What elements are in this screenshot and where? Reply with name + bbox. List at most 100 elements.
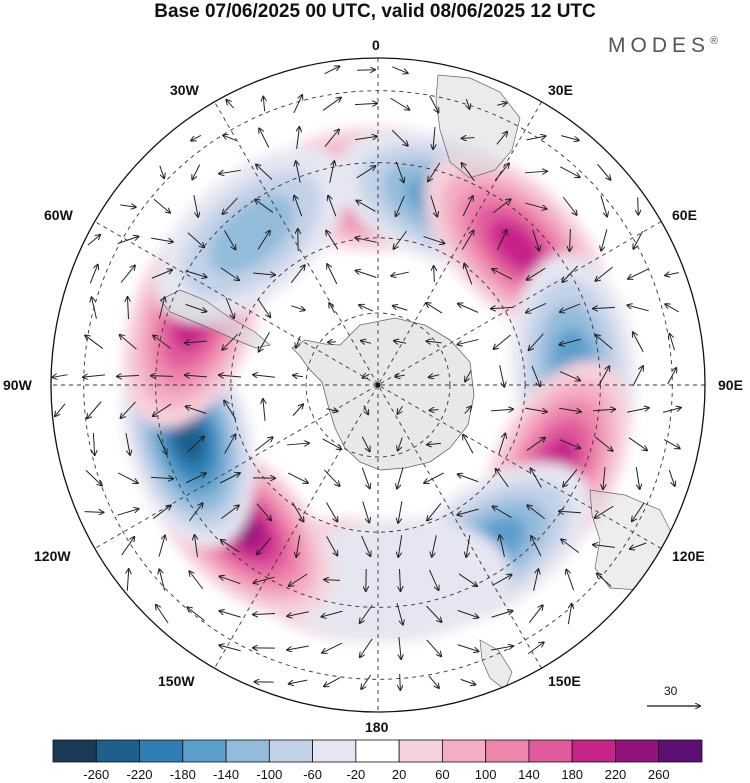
wind-arrow — [324, 129, 339, 147]
wind-arrow — [597, 574, 612, 587]
wind-arrow — [426, 605, 441, 622]
wind-arrow — [464, 406, 472, 414]
colorbar-bin — [182, 739, 227, 763]
wind-arrow — [466, 535, 471, 557]
wind-arrow — [669, 334, 675, 351]
wind-arrow — [627, 305, 649, 312]
wind-arrow — [290, 265, 305, 283]
wind-arrow — [253, 613, 276, 614]
wind-arrow — [633, 332, 644, 352]
wind-arrow — [361, 341, 372, 344]
wind-arrow — [327, 264, 338, 285]
wind-arrow — [638, 197, 639, 214]
wind-arrow — [127, 569, 128, 591]
wind-arrow — [186, 406, 207, 414]
colorbar-tick-label: 180 — [561, 767, 584, 782]
wind-arrow — [326, 231, 339, 250]
wind-arrow — [593, 545, 615, 548]
wind-arrow — [85, 335, 104, 349]
wind-arrow — [457, 508, 479, 515]
wind-arrow — [466, 99, 469, 109]
wind-arrow — [150, 477, 173, 478]
brand-text: MODES — [608, 34, 711, 57]
lon-label-90e: 90E — [718, 377, 743, 393]
wind-arrow — [600, 195, 607, 216]
wind-arrow — [491, 646, 513, 651]
wind-arrow — [361, 436, 369, 452]
wind-arrow — [391, 271, 409, 276]
wind-arrow — [632, 502, 645, 521]
wind-arrow — [223, 135, 238, 142]
wind-arrow — [663, 439, 680, 449]
wind-arrow — [463, 435, 474, 454]
wind-arrow — [361, 674, 372, 689]
colorbar-bin — [312, 739, 357, 763]
wind-arrow — [292, 404, 303, 416]
wind-arrow — [493, 506, 512, 519]
wind-arrow — [490, 409, 513, 411]
wind-arrow — [324, 66, 340, 75]
wind-arrow — [224, 434, 236, 454]
wind-arrow — [153, 403, 172, 416]
wind-arrow — [259, 129, 270, 148]
colorbar-tick-label: -180 — [169, 767, 196, 782]
wind-arrow — [255, 200, 274, 213]
wind-arrow — [224, 401, 237, 420]
wind-arrow — [595, 266, 613, 281]
wind-arrow — [117, 376, 140, 377]
wind-arrow — [328, 342, 337, 343]
wind-arrow — [398, 535, 403, 557]
wind-arrow — [120, 265, 135, 283]
wind-arrow — [219, 473, 240, 484]
wind-arrow — [263, 399, 265, 421]
wind-arrow — [395, 161, 404, 183]
colorbar-tick-label: 60 — [435, 767, 450, 782]
wind-arrow — [257, 231, 270, 250]
wind-arrow — [191, 134, 202, 140]
wind-arrow — [55, 403, 66, 416]
wind-arrow — [531, 536, 542, 557]
wind-arrow — [360, 638, 373, 657]
wind-arrow — [460, 678, 476, 684]
colorbar-tick-label: -20 — [346, 767, 366, 782]
wind-arrow — [527, 267, 546, 280]
wind-arrow — [363, 374, 370, 378]
wind-arrow — [185, 303, 207, 311]
wind-arrow — [296, 535, 301, 557]
anomaly-negative-7 — [280, 517, 510, 644]
wind-arrow — [287, 472, 308, 483]
wind-arrow — [189, 571, 204, 590]
colorbar-bin — [355, 739, 400, 763]
wind-arrow — [497, 230, 506, 251]
wind-arrow — [220, 576, 241, 585]
wind-arrow — [253, 375, 275, 378]
wind-arrow — [84, 512, 104, 513]
wind-arrow — [359, 305, 374, 312]
wind-arrow — [434, 266, 435, 282]
wind-arrow — [220, 267, 239, 281]
wind-arrow — [356, 201, 376, 212]
wind-arrow — [399, 568, 400, 591]
wind-arrow — [293, 95, 302, 114]
wind-arrow — [156, 433, 166, 454]
wind-arrow — [326, 536, 338, 555]
wind-arrow — [287, 611, 309, 617]
colorbar — [52, 739, 703, 763]
wind-arrow — [458, 304, 479, 313]
colorbar-bin — [571, 739, 616, 763]
wind-arrow — [220, 505, 239, 519]
wind-arrow — [526, 303, 547, 312]
wind-arrow — [526, 136, 545, 141]
wind-arrow — [427, 443, 442, 444]
colorbar-tick-label: 20 — [391, 767, 407, 782]
wind-arrow — [219, 611, 241, 618]
wind-arrow — [428, 675, 439, 688]
wind-arrow — [462, 163, 475, 182]
wind-arrow — [465, 370, 472, 382]
wind-arrow — [496, 469, 509, 488]
wind-arrow — [326, 502, 338, 521]
wind-arrow — [289, 679, 308, 684]
colorbar-bin — [528, 739, 573, 763]
lon-label-120w: 120W — [34, 548, 71, 564]
wind-arrow — [492, 575, 511, 586]
